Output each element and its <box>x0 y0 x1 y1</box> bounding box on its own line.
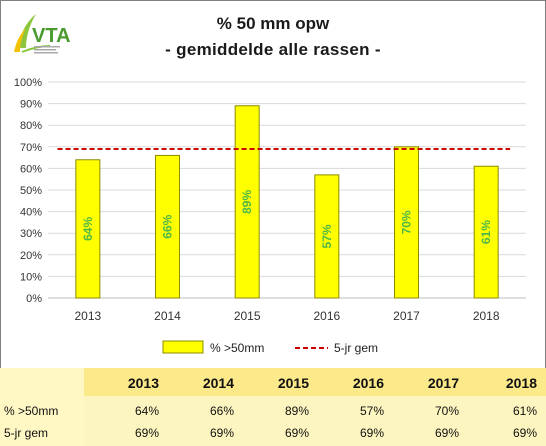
table-cell: 64% <box>134 404 159 418</box>
x-tick-label: 2015 <box>234 309 261 323</box>
row-label: 5-jr gem <box>4 426 49 440</box>
year-header: 2014 <box>202 375 234 391</box>
data-table: 2013 2014 2015 2016 2017 2018 % >50mm 64… <box>0 368 546 446</box>
x-tick-label: 2014 <box>154 309 181 323</box>
y-tick-label: 10% <box>20 271 42 283</box>
table-cell: 69% <box>284 426 309 440</box>
logo-text: VTA <box>32 25 71 47</box>
legend-label: 5-jr gem <box>334 341 378 355</box>
bar <box>394 146 419 299</box>
x-tick-label: 2016 <box>313 309 340 323</box>
year-header: 2013 <box>127 375 159 391</box>
y-tick-label: 50% <box>20 185 42 197</box>
bar <box>75 159 101 299</box>
bar-data-label: 57% <box>320 224 334 248</box>
year-header: 2016 <box>352 375 384 391</box>
year-header: 2018 <box>505 375 537 391</box>
y-tick-label: 0% <box>26 293 42 305</box>
table-header-band <box>84 368 546 396</box>
chart-title: % 50 mm opw <box>216 14 330 33</box>
table-cell: 89% <box>284 404 309 418</box>
bar <box>155 154 180 299</box>
bar-chart: 0% 10% 20% 30% 40% 50% 60% 70% 80% 90% 100% 64% 2013… <box>14 77 526 355</box>
bar-data-label: 89% <box>240 190 254 214</box>
bar-data-label: 66% <box>161 214 175 238</box>
table-cell: 66% <box>209 404 234 418</box>
bar <box>314 174 340 299</box>
table-cell: 57% <box>359 404 384 418</box>
bar-data-label: 64% <box>81 217 95 241</box>
legend-swatch-bar <box>162 340 204 354</box>
y-tick-label: 100% <box>14 77 42 89</box>
bar <box>473 165 499 299</box>
table-cell: 69% <box>434 426 459 440</box>
legend-label: % >50mm <box>210 341 264 355</box>
bar-data-label: 61% <box>479 220 493 244</box>
y-tick-label: 40% <box>20 207 42 219</box>
y-tick-label: 90% <box>20 99 42 111</box>
bar <box>234 105 260 299</box>
y-tick-label: 80% <box>20 120 42 132</box>
y-tick-label: 60% <box>20 163 42 175</box>
table-label-column <box>0 368 84 446</box>
table-cell: 61% <box>512 404 537 418</box>
year-header: 2015 <box>277 375 309 391</box>
table-cell: 69% <box>134 426 159 440</box>
table-row: % >50mm 64% 66% 89% 57% 70% 61% <box>0 400 546 422</box>
bar-data-label: 70% <box>400 210 414 234</box>
table-cell: 69% <box>359 426 384 440</box>
table-cell: 69% <box>512 426 537 440</box>
chart-subtitle: - gemiddelde alle rassen - <box>165 40 381 59</box>
table-cell: 70% <box>434 404 459 418</box>
x-tick-label: 2018 <box>473 309 500 323</box>
x-tick-label: 2017 <box>393 309 420 323</box>
y-tick-label: 20% <box>20 250 42 262</box>
table-cell: 69% <box>209 426 234 440</box>
table-header-row: 2013 2014 2015 2016 2017 2018 <box>0 372 546 394</box>
table-row: 5-jr gem 69% 69% 69% 69% 69% 69% <box>0 422 546 444</box>
year-header: 2017 <box>427 375 459 391</box>
vta-logo: VTA <box>14 14 71 54</box>
y-tick-label: 70% <box>20 142 42 154</box>
x-tick-label: 2013 <box>74 309 101 323</box>
y-tick-label: 30% <box>20 228 42 240</box>
row-label: % >50mm <box>4 404 59 418</box>
